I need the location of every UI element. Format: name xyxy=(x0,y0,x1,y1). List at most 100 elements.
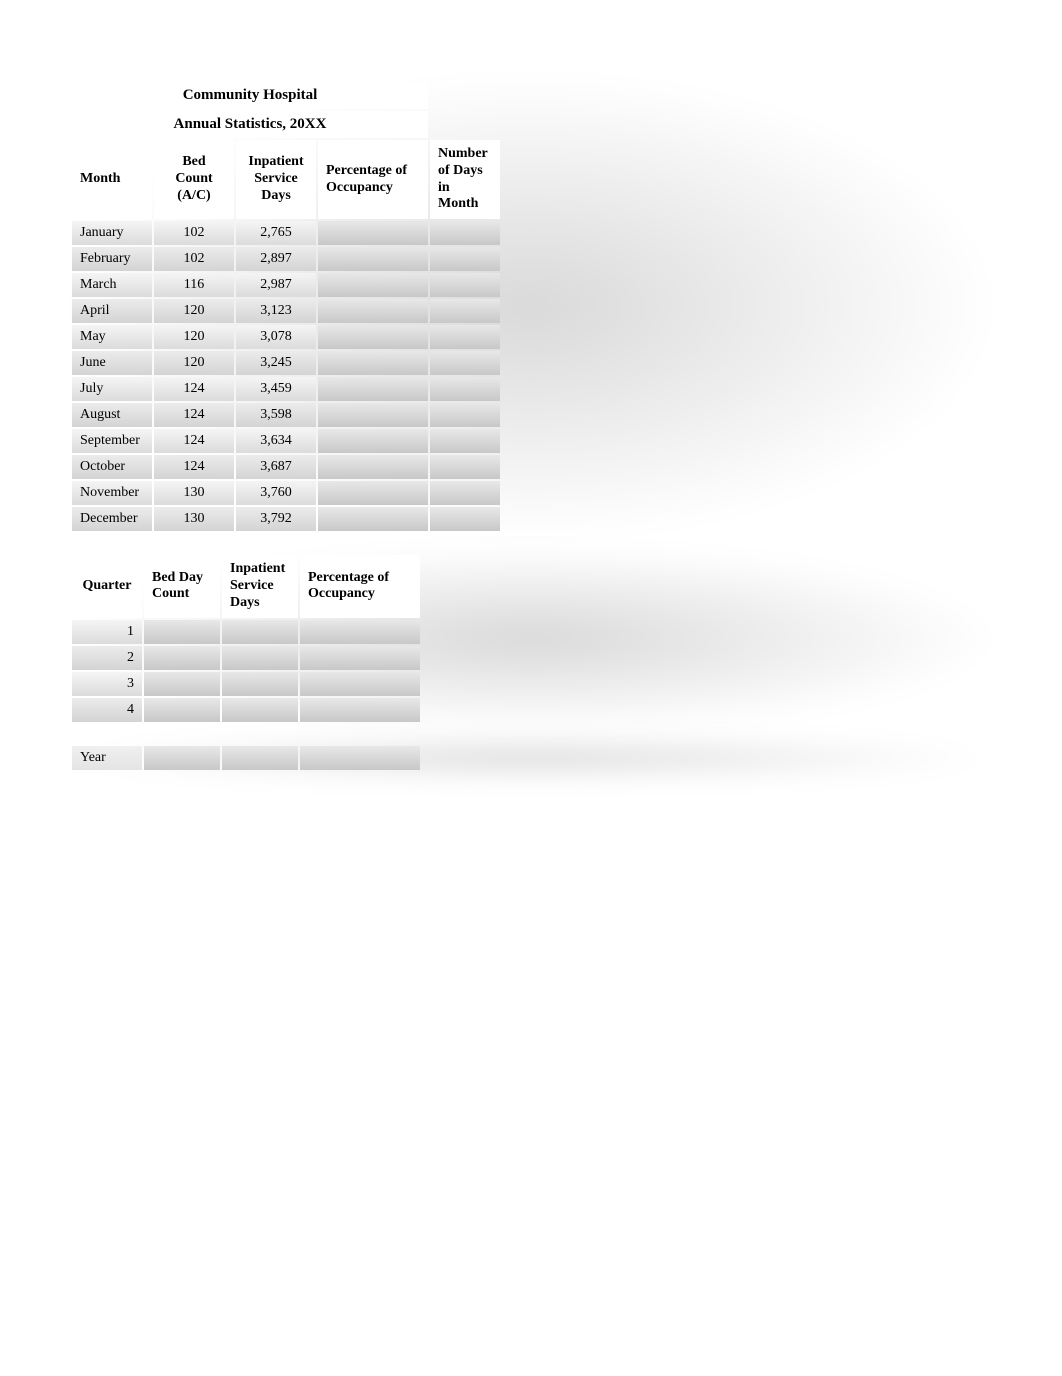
header-bed-count: Bed Count (A/C) xyxy=(154,140,234,219)
year-bed-day-cell xyxy=(144,746,220,770)
inpatient-cell: 2,987 xyxy=(236,273,316,297)
days-cell xyxy=(430,273,500,297)
table-row: January1022,765 xyxy=(72,221,500,245)
bed-count-cell: 102 xyxy=(154,247,234,271)
percentage-cell xyxy=(318,273,428,297)
days-cell xyxy=(430,351,500,375)
table-row: August1243,598 xyxy=(72,403,500,427)
inpatient-cell: 3,687 xyxy=(236,455,316,479)
inpatient-q-cell xyxy=(222,646,298,670)
inpatient-q-cell xyxy=(222,698,298,722)
month-cell: April xyxy=(72,299,152,323)
header-quarter: Quarter xyxy=(72,555,142,617)
percentage-cell xyxy=(318,455,428,479)
percentage-cell xyxy=(318,377,428,401)
inpatient-cell: 3,459 xyxy=(236,377,316,401)
inpatient-cell: 3,792 xyxy=(236,507,316,531)
inpatient-cell: 3,123 xyxy=(236,299,316,323)
days-cell xyxy=(430,481,500,505)
quarter-cell: 2 xyxy=(72,646,142,670)
table-row: June1203,245 xyxy=(72,351,500,375)
bed-count-cell: 130 xyxy=(154,507,234,531)
header-bed-day: Bed Day Count xyxy=(144,555,220,617)
year-table-wrapper: Year xyxy=(70,744,992,772)
inpatient-q-cell xyxy=(222,672,298,696)
quarter-cell: 4 xyxy=(72,698,142,722)
bed-count-cell: 130 xyxy=(154,481,234,505)
month-cell: May xyxy=(72,325,152,349)
year-label: Year xyxy=(72,746,142,770)
quarter-cell: 1 xyxy=(72,620,142,644)
header-inpatient-q: Inpatient Service Days xyxy=(222,555,298,617)
header-percentage-q: Percentage of Occupancy xyxy=(300,555,420,617)
month-cell: July xyxy=(72,377,152,401)
bed-count-cell: 116 xyxy=(154,273,234,297)
month-cell: August xyxy=(72,403,152,427)
table-row: 2 xyxy=(72,646,420,670)
percentage-cell xyxy=(318,507,428,531)
inpatient-q-cell xyxy=(222,620,298,644)
days-cell xyxy=(430,377,500,401)
quarter-table-wrapper: Quarter Bed Day Count Inpatient Service … xyxy=(70,553,992,723)
inpatient-cell: 3,598 xyxy=(236,403,316,427)
month-cell: October xyxy=(72,455,152,479)
month-cell: February xyxy=(72,247,152,271)
days-cell xyxy=(430,221,500,245)
bed-count-cell: 102 xyxy=(154,221,234,245)
year-percentage-cell xyxy=(300,746,420,770)
percentage-cell xyxy=(318,247,428,271)
bed-count-cell: 124 xyxy=(154,429,234,453)
month-cell: January xyxy=(72,221,152,245)
main-table-wrapper: Community Hospital Annual Statistics, 20… xyxy=(70,80,992,533)
table-row: 1 xyxy=(72,620,420,644)
inpatient-cell: 2,765 xyxy=(236,221,316,245)
year-inpatient-cell xyxy=(222,746,298,770)
percentage-cell xyxy=(318,325,428,349)
percentage-cell xyxy=(318,403,428,427)
days-cell xyxy=(430,325,500,349)
table-row: September1243,634 xyxy=(72,429,500,453)
inpatient-cell: 3,245 xyxy=(236,351,316,375)
days-cell xyxy=(430,429,500,453)
inpatient-cell: 3,078 xyxy=(236,325,316,349)
inpatient-cell: 3,760 xyxy=(236,481,316,505)
month-cell: March xyxy=(72,273,152,297)
inpatient-cell: 2,897 xyxy=(236,247,316,271)
header-days: Number of Days in Month xyxy=(430,140,500,219)
year-table: Year xyxy=(70,744,422,772)
bed-day-cell xyxy=(144,620,220,644)
percentage-cell xyxy=(318,429,428,453)
days-cell xyxy=(430,507,500,531)
table-row: March1162,987 xyxy=(72,273,500,297)
month-cell: November xyxy=(72,481,152,505)
percentage-q-cell xyxy=(300,698,420,722)
table-row: February1022,897 xyxy=(72,247,500,271)
bed-day-cell xyxy=(144,698,220,722)
table-row: July1243,459 xyxy=(72,377,500,401)
table-row: November1303,760 xyxy=(72,481,500,505)
table-title-line2: Annual Statistics, 20XX xyxy=(72,111,428,138)
percentage-cell xyxy=(318,299,428,323)
quarter-table-body: 1234 xyxy=(72,620,420,722)
percentage-cell xyxy=(318,221,428,245)
table-row: December1303,792 xyxy=(72,507,500,531)
days-cell xyxy=(430,455,500,479)
bed-count-cell: 124 xyxy=(154,455,234,479)
percentage-q-cell xyxy=(300,672,420,696)
table-row: May1203,078 xyxy=(72,325,500,349)
month-cell: June xyxy=(72,351,152,375)
header-month: Month xyxy=(72,140,152,219)
header-percentage: Percentage of Occupancy xyxy=(318,140,428,219)
bed-day-cell xyxy=(144,646,220,670)
year-row: Year xyxy=(72,746,420,770)
days-cell xyxy=(430,247,500,271)
bed-count-cell: 120 xyxy=(154,299,234,323)
percentage-q-cell xyxy=(300,620,420,644)
percentage-cell xyxy=(318,481,428,505)
table-row: April1203,123 xyxy=(72,299,500,323)
bed-count-cell: 120 xyxy=(154,351,234,375)
main-table-body: January1022,765February1022,897March1162… xyxy=(72,221,500,531)
table-title-line1: Community Hospital xyxy=(72,82,428,109)
days-cell xyxy=(430,299,500,323)
quarter-table: Quarter Bed Day Count Inpatient Service … xyxy=(70,553,422,723)
